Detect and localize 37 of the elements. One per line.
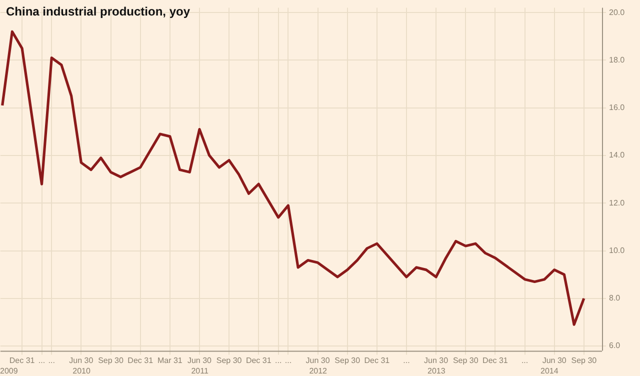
x2-tick-label: 2011 <box>191 366 209 376</box>
y-tick-label: 18.0 <box>609 55 626 64</box>
x2-tick-label: 2010 <box>72 366 91 376</box>
x-tick-label: ... <box>275 356 282 365</box>
y-tick-label: 8.0 <box>609 294 621 303</box>
x-tick-label: ... <box>38 356 46 365</box>
x-tick-label: Sep 30 <box>334 356 361 365</box>
x-tick-label: ... <box>403 356 410 365</box>
x-tick-label: Dec 31 <box>128 356 154 365</box>
y-tick-label: 20.0 <box>609 8 626 17</box>
x-tick-label: Jun 30 <box>187 356 212 365</box>
x2-tick-label: 2009 <box>0 366 18 376</box>
x-tick-label: Jun 30 <box>424 356 449 365</box>
y-tick-label: 16.0 <box>609 103 626 112</box>
x-tick-label: Sep 30 <box>98 356 124 365</box>
y-tick-label: 12.0 <box>609 198 626 208</box>
x2-tick-label: 2013 <box>427 366 446 376</box>
x-tick-label: ... <box>284 356 292 365</box>
x-tick-label: Dec 31 <box>482 356 508 365</box>
y-tick-label: 14.0 <box>609 150 626 160</box>
x-tick-label: ... <box>521 356 528 365</box>
chart-title: China industrial production, yoy <box>6 4 190 18</box>
x-tick-label: Dec 31 <box>246 356 272 365</box>
x-tick-label: Mar 31 <box>157 356 183 365</box>
x-tick-label: Dec 31 <box>9 356 36 365</box>
x-tick-label: ... <box>48 356 55 365</box>
y-tick-label: 6.0 <box>609 341 621 350</box>
x-tick-label: Dec 31 <box>364 356 390 365</box>
x-tick-label: Sep 30 <box>216 356 242 365</box>
x2-tick-label: 2012 <box>309 366 328 376</box>
x-tick-label: Jun 30 <box>69 356 94 365</box>
x-tick-label: Jun 30 <box>306 356 330 365</box>
x2-tick-label: 2014 <box>540 366 559 376</box>
x-tick-label: Jun 30 <box>542 356 567 365</box>
x-tick-label: Sep 30 <box>571 356 598 365</box>
y-tick-label: 10.0 <box>609 246 626 255</box>
x-tick-label: Sep 30 <box>452 356 479 365</box>
